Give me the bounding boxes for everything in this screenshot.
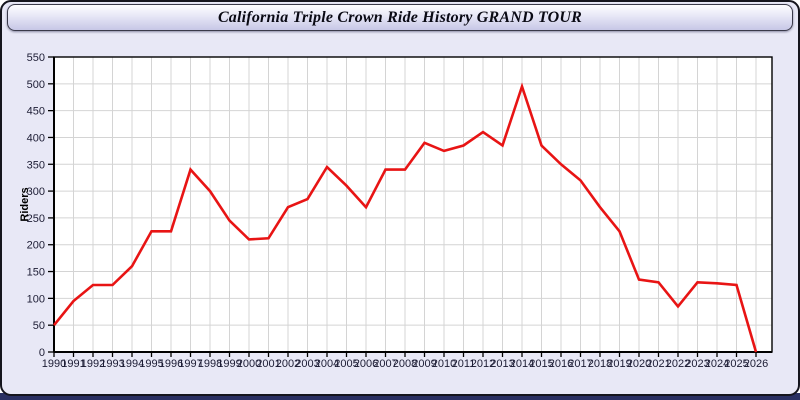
- svg-text:150: 150: [27, 267, 45, 279]
- svg-text:2001: 2001: [256, 358, 280, 370]
- svg-text:2022: 2022: [666, 358, 690, 370]
- tick-marks: [48, 56, 757, 357]
- svg-text:2025: 2025: [724, 358, 748, 370]
- svg-text:2008: 2008: [393, 358, 417, 370]
- svg-text:200: 200: [27, 240, 45, 252]
- ride-history-chart: 0501001502002503003504004505005501990199…: [19, 52, 773, 370]
- svg-text:300: 300: [27, 186, 45, 198]
- svg-text:0: 0: [39, 347, 45, 359]
- svg-text:1997: 1997: [178, 358, 202, 370]
- svg-text:450: 450: [27, 106, 45, 118]
- svg-text:400: 400: [27, 132, 45, 144]
- svg-text:2016: 2016: [549, 358, 573, 370]
- svg-text:2023: 2023: [685, 358, 709, 370]
- svg-text:2006: 2006: [354, 358, 378, 370]
- svg-text:50: 50: [33, 320, 45, 332]
- svg-text:1994: 1994: [120, 358, 144, 370]
- svg-text:2024: 2024: [705, 358, 729, 370]
- svg-text:1991: 1991: [61, 358, 85, 370]
- svg-text:2017: 2017: [568, 358, 592, 370]
- svg-text:1992: 1992: [81, 358, 105, 370]
- svg-text:2004: 2004: [315, 358, 339, 370]
- svg-text:2005: 2005: [334, 358, 358, 370]
- y-axis-label: Riders: [19, 187, 31, 221]
- svg-text:2009: 2009: [412, 358, 436, 370]
- svg-text:2018: 2018: [588, 358, 612, 370]
- svg-text:2026: 2026: [744, 358, 768, 370]
- svg-text:2010: 2010: [432, 358, 456, 370]
- svg-text:250: 250: [27, 213, 45, 225]
- svg-text:2007: 2007: [373, 358, 397, 370]
- riders-line-series: [52, 82, 758, 353]
- svg-text:2002: 2002: [276, 358, 300, 370]
- svg-text:2020: 2020: [627, 358, 651, 370]
- gridlines: [54, 57, 772, 352]
- y-tick-labels: 0 50 100 150 200 250 300 350 400 450 500 550: [27, 52, 45, 359]
- chart-title: California Triple Crown Ride History GRA…: [217, 8, 583, 26]
- x-tick-labels: 1990199119921993199419951996199719981999…: [42, 358, 768, 370]
- svg-text:2000: 2000: [237, 358, 261, 370]
- svg-text:2014: 2014: [510, 358, 534, 370]
- bottom-bar: [0, 393, 800, 400]
- svg-text:1990: 1990: [42, 358, 66, 370]
- svg-text:100: 100: [27, 293, 45, 305]
- svg-text:1999: 1999: [217, 358, 241, 370]
- svg-text:1993: 1993: [100, 358, 124, 370]
- svg-text:350: 350: [27, 159, 45, 171]
- axes: [53, 57, 772, 353]
- svg-text:2012: 2012: [471, 358, 495, 370]
- svg-text:2019: 2019: [607, 358, 631, 370]
- plot-area: [54, 57, 772, 352]
- title-bar: California Triple Crown Ride History GRA…: [7, 4, 793, 31]
- svg-text:2011: 2011: [452, 358, 476, 370]
- svg-text:500: 500: [27, 79, 45, 91]
- svg-text:550: 550: [27, 52, 45, 64]
- svg-text:1996: 1996: [159, 358, 183, 370]
- svg-text:1995: 1995: [139, 358, 163, 370]
- svg-text:1998: 1998: [198, 358, 222, 370]
- svg-text:2015: 2015: [529, 358, 553, 370]
- svg-text:2013: 2013: [490, 358, 514, 370]
- svg-text:2003: 2003: [295, 358, 319, 370]
- svg-text:2021: 2021: [646, 358, 670, 370]
